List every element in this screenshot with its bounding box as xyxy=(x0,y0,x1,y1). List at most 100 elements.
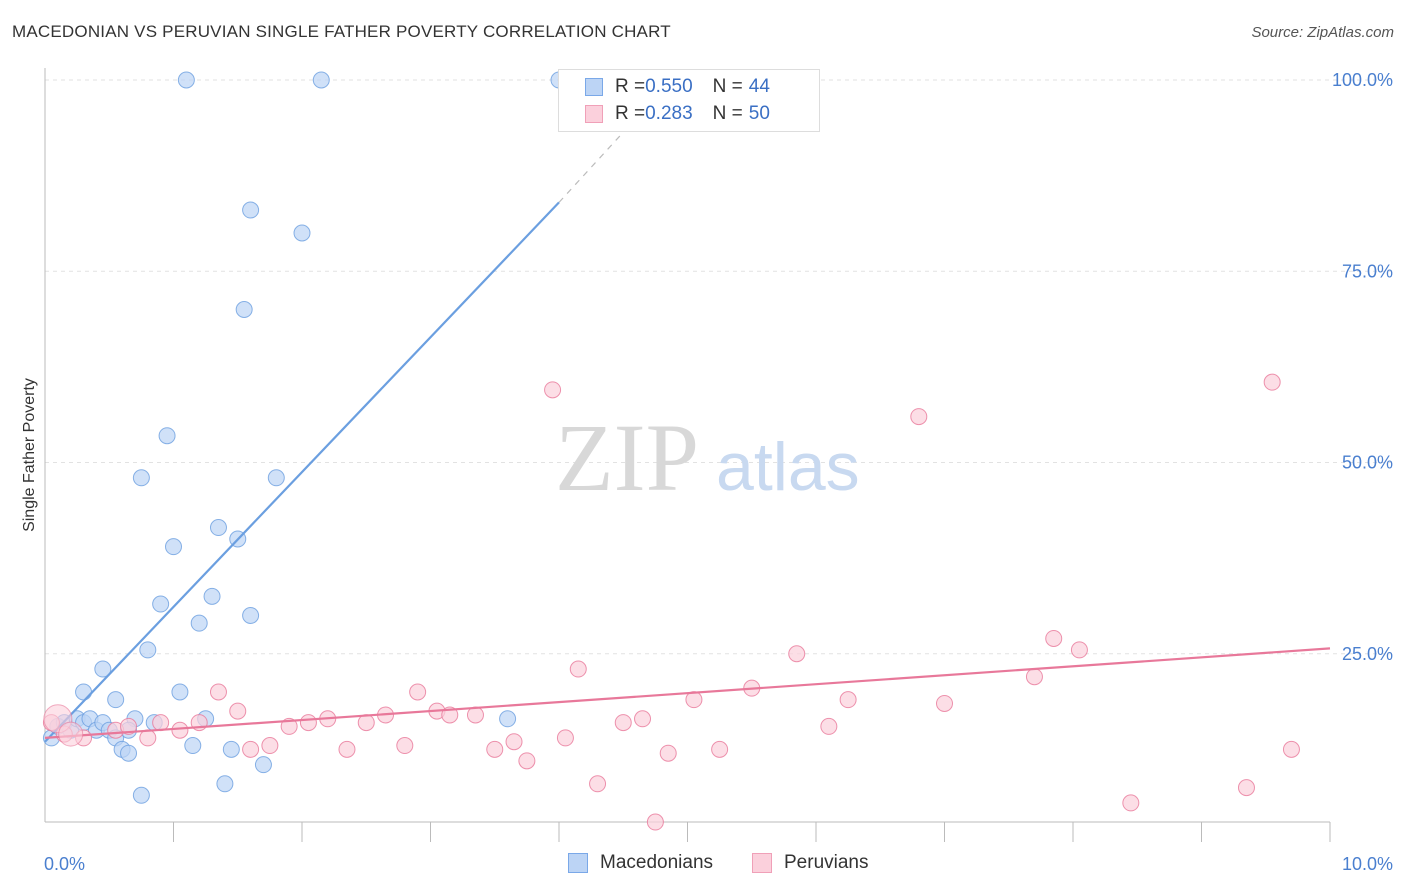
data-point xyxy=(312,71,330,89)
data-point xyxy=(139,641,157,659)
data-point xyxy=(544,381,562,399)
watermark-zip: ZIP xyxy=(555,404,699,511)
data-point xyxy=(229,702,247,720)
data-point xyxy=(589,775,607,793)
data-point xyxy=(936,694,953,712)
legend-row-macedonians: R = 0.550 N = 44 xyxy=(585,75,770,99)
chart-title: MACEDONIAN VS PERUVIAN SINGLE FATHER POV… xyxy=(12,22,671,41)
data-point xyxy=(242,740,260,758)
legend-n-label: N = xyxy=(712,103,743,124)
legend-item-peruvians[interactable]: Peruvians xyxy=(752,852,869,874)
data-point xyxy=(254,756,272,774)
legend-label-macedonians: Macedonians xyxy=(600,852,714,873)
series-layer xyxy=(42,71,1331,831)
legend-r-label: R = xyxy=(615,76,646,97)
data-point xyxy=(152,595,170,613)
data-point xyxy=(1070,641,1088,659)
data-point xyxy=(132,786,150,804)
data-point xyxy=(1025,668,1043,686)
legend-n-value: 50 xyxy=(748,103,770,124)
legend-swatch-peruvians xyxy=(585,105,603,123)
data-point xyxy=(242,201,260,219)
data-point xyxy=(177,71,195,89)
grid-lines xyxy=(45,79,1392,655)
data-point xyxy=(190,614,208,632)
data-point xyxy=(1282,740,1300,758)
data-point xyxy=(171,683,189,701)
legend-r-label: R = xyxy=(615,103,646,124)
x-tick-label: 0.0% xyxy=(44,854,85,874)
data-point xyxy=(338,740,356,758)
data-point xyxy=(556,729,574,747)
data-point xyxy=(75,683,93,701)
data-point xyxy=(1045,629,1063,647)
data-point xyxy=(634,710,652,728)
y-tick-label: 100.0% xyxy=(1332,70,1393,90)
data-point xyxy=(203,587,221,605)
data-point xyxy=(209,683,227,701)
legend-label-peruvians: Peruvians xyxy=(784,852,869,873)
data-point xyxy=(216,775,234,793)
trend-line xyxy=(44,647,1331,739)
data-point xyxy=(209,519,227,537)
source-label: Source: ZipAtlas.com xyxy=(1251,24,1394,41)
data-point xyxy=(518,752,536,770)
data-point-cluster xyxy=(58,721,84,747)
axes xyxy=(44,68,1331,842)
data-point xyxy=(299,714,317,732)
legend-item-macedonians[interactable]: Macedonians xyxy=(568,852,713,874)
data-point xyxy=(261,737,279,755)
data-point xyxy=(396,737,414,755)
data-point xyxy=(1237,779,1255,797)
data-point xyxy=(293,224,311,242)
data-point xyxy=(242,607,260,624)
data-point xyxy=(1122,794,1140,812)
data-point xyxy=(486,740,504,758)
watermark: ZIP atlas xyxy=(555,404,860,511)
y-tick-label: 25.0% xyxy=(1342,644,1393,664)
y-tick-label: 50.0% xyxy=(1342,453,1393,473)
data-point xyxy=(222,740,240,758)
data-point xyxy=(839,691,857,709)
legend-swatch-macedonians xyxy=(585,78,603,96)
data-point xyxy=(1263,373,1281,391)
data-point xyxy=(569,660,587,678)
data-point xyxy=(184,737,202,755)
data-point xyxy=(659,744,677,762)
legend-r-value: 0.283 xyxy=(645,103,693,124)
legend-n-value: 44 xyxy=(748,76,770,97)
series-macedonians xyxy=(42,71,637,804)
data-point xyxy=(646,813,664,831)
data-point xyxy=(505,733,523,751)
stats-legend: R = 0.550 N = 44 R = 0.283 N = 50 xyxy=(558,69,820,132)
data-point xyxy=(614,714,632,732)
series-peruvians xyxy=(42,373,1331,831)
data-point xyxy=(267,469,285,487)
data-point xyxy=(132,469,150,487)
legend-n-label: N = xyxy=(712,76,743,97)
legend-r-value: 0.550 xyxy=(645,76,693,97)
data-point xyxy=(171,721,189,739)
legend-row-peruvians: R = 0.283 N = 50 xyxy=(585,102,770,126)
trend-line xyxy=(44,201,560,743)
legend-swatch-macedonians xyxy=(568,853,588,873)
data-point xyxy=(165,538,182,556)
data-point xyxy=(820,717,838,735)
data-point xyxy=(910,408,928,426)
data-point xyxy=(94,660,112,678)
watermark-atlas: atlas xyxy=(716,429,860,505)
data-point xyxy=(788,645,806,663)
series-legend: Macedonians Peruvians xyxy=(0,852,1406,878)
data-point xyxy=(409,683,427,701)
y-axis-label: Single Father Poverty xyxy=(21,378,38,532)
legend-swatch-peruvians xyxy=(752,853,772,873)
data-point xyxy=(120,717,138,735)
x-tick-label: 10.0% xyxy=(1342,854,1393,874)
data-point xyxy=(152,714,170,732)
tick-labels: 25.0% 50.0% 75.0% 100.0% 0.0% 10.0% xyxy=(44,70,1393,874)
data-point xyxy=(499,710,517,728)
data-point xyxy=(235,301,253,318)
data-point xyxy=(280,717,298,735)
data-point xyxy=(107,691,125,709)
